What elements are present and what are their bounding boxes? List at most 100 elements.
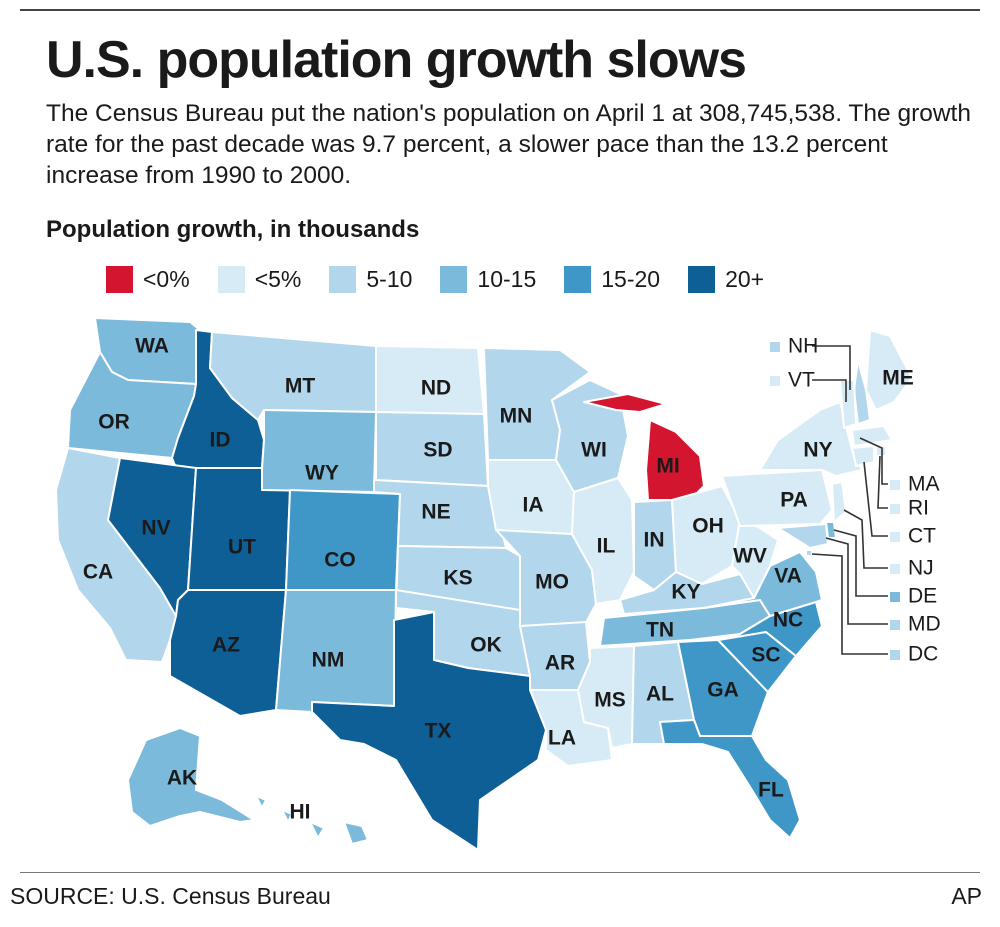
callout-swatch-ct: [890, 532, 900, 542]
state-hi: [255, 795, 369, 845]
callout-swatch-de: [890, 592, 900, 602]
state-label-pa: PA: [780, 489, 808, 512]
callout-swatch-dc: [890, 650, 900, 660]
legend-item: 5-10: [329, 266, 412, 293]
state-label-ne: NE: [421, 501, 450, 524]
leader-line-nh: [812, 345, 851, 390]
legend-swatch: [688, 266, 716, 293]
state-label-in: IN: [644, 529, 665, 552]
state-label-ky: KY: [671, 581, 700, 604]
state-label-ri: RI: [908, 497, 929, 520]
state-label-or: OR: [98, 411, 130, 434]
state-label-az: AZ: [212, 634, 240, 657]
leader-line-de: [833, 529, 888, 597]
legend-label: 5-10: [366, 266, 413, 292]
legend-item: <0%: [106, 266, 190, 293]
source-note: SOURCE: U.S. Census Bureau: [10, 883, 331, 909]
legend: <0% <5% 5-10 10-15 15-20 20+: [106, 266, 792, 293]
state-label-me: ME: [882, 367, 914, 390]
state-label-mo: MO: [535, 571, 569, 594]
legend-swatch: [440, 266, 468, 293]
legend-swatch: [329, 266, 357, 293]
legend-swatch: [217, 266, 245, 293]
legend-swatch: [106, 266, 133, 293]
state-label-dc: DC: [908, 643, 938, 666]
state-ct: [851, 445, 875, 467]
legend-label: 20+: [725, 266, 765, 292]
state-label-ca: CA: [83, 561, 113, 584]
leader-line-dc: [811, 553, 888, 655]
callout-swatch-md: [890, 620, 900, 630]
state-label-ok: OK: [470, 634, 502, 657]
legend-swatch: [564, 266, 592, 293]
state-label-hi: HI: [290, 801, 311, 824]
state-ma: [851, 425, 893, 447]
state-label-mn: MN: [500, 405, 533, 428]
state-label-nj: NJ: [908, 557, 934, 580]
state-md: [777, 523, 829, 549]
leader-line-md: [825, 537, 888, 625]
legend-title: Population growth, in thousands: [46, 216, 420, 243]
state-label-nv: NV: [141, 517, 170, 540]
top-rule: [20, 9, 980, 11]
state-nj: [831, 481, 847, 523]
state-label-tn: TN: [646, 619, 674, 642]
state-label-nc: NC: [773, 609, 803, 632]
legend-item: 10-15: [440, 266, 536, 293]
state-label-ct: CT: [908, 525, 936, 548]
state-label-mt: MT: [285, 375, 315, 398]
state-label-ma: MA: [908, 473, 940, 496]
state-label-co: CO: [324, 549, 356, 572]
state-label-il: IL: [597, 535, 616, 558]
state-label-va: VA: [774, 565, 802, 588]
state-label-sc: SC: [751, 644, 780, 667]
leader-line-ct: [863, 461, 888, 537]
state-label-wv: WV: [733, 545, 767, 568]
state-label-ut: UT: [228, 536, 256, 559]
legend-label: 15-20: [601, 266, 661, 292]
state-label-fl: FL: [758, 779, 784, 802]
state-ak: [127, 727, 255, 827]
legend-item: <5%: [217, 266, 302, 293]
state-label-id: ID: [210, 429, 231, 452]
state-tx: [311, 611, 547, 851]
legend-item: 20+: [688, 266, 764, 293]
state-label-nh: NH: [788, 335, 818, 358]
state-label-oh: OH: [692, 515, 724, 538]
state-label-ny: NY: [803, 439, 832, 462]
legend-label: <5%: [254, 266, 302, 292]
state-label-ar: AR: [545, 652, 575, 675]
state-label-la: LA: [548, 727, 576, 750]
state-label-al: AL: [646, 683, 674, 706]
legend-label: <0%: [143, 266, 190, 292]
callout-swatch-ma: [890, 480, 900, 490]
page-title: U.S. population growth slows: [46, 31, 747, 89]
leader-line-ri: [877, 455, 888, 509]
leader-line-ma: [859, 437, 888, 485]
state-label-ak: AK: [167, 767, 197, 790]
state-label-ms: MS: [594, 689, 626, 712]
state-label-de: DE: [908, 585, 937, 608]
state-label-vt: VT: [788, 369, 815, 392]
leader-line-nj: [843, 509, 888, 569]
us-map: WA OR CA ID NV UT AZ MT WY CO NM ND SD NE KS OK TX MN IA MO…: [55, 317, 941, 851]
callout-swatch-nj: [890, 564, 900, 574]
state-label-ks: KS: [443, 567, 472, 590]
state-label-mi: MI: [656, 455, 679, 478]
callout-swatch-vt: [770, 376, 780, 386]
state-label-ia: IA: [523, 494, 544, 517]
state-label-wi: WI: [581, 439, 607, 462]
state-ri: [875, 445, 887, 457]
state-label-nd: ND: [421, 377, 451, 400]
callout-swatch-nh: [770, 342, 780, 352]
state-co: [285, 489, 401, 591]
state-label-tx: TX: [425, 720, 452, 743]
legend-label: 10-15: [477, 266, 537, 292]
callout-swatch-ri: [890, 504, 900, 514]
state-label-wy: WY: [305, 462, 339, 485]
state-label-wa: WA: [135, 335, 169, 358]
subtitle: The Census Bureau put the nation's popul…: [46, 100, 971, 189]
state-fl: [659, 719, 801, 839]
credit: AP: [951, 883, 982, 909]
bottom-rule: [20, 872, 980, 873]
